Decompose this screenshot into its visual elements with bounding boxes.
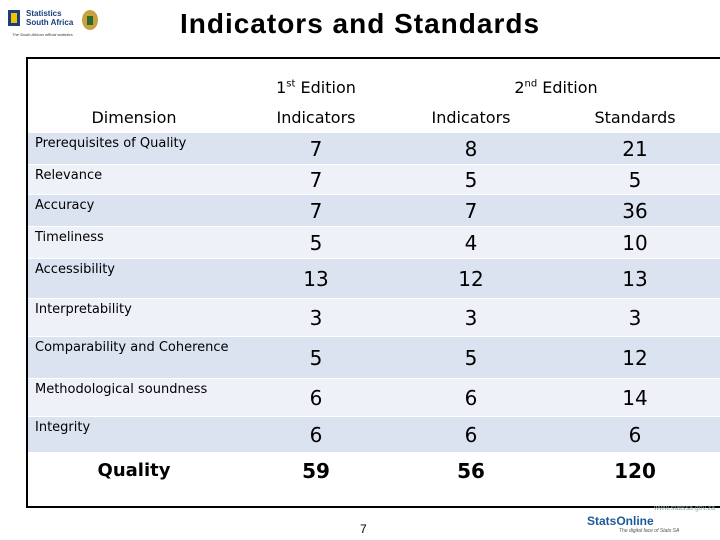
ed2-indicators-value: 4: [464, 230, 478, 255]
ed2-standards-header: Standards: [550, 102, 720, 133]
edition2-header: 2nd Edition: [392, 72, 720, 103]
ed2-indicators-value: 12: [458, 266, 484, 291]
table-frame: [26, 57, 720, 508]
ed2-standards-value: 5: [628, 167, 642, 192]
dimension-name: Prerequisites of Quality: [35, 136, 187, 151]
dimension-name: Accuracy: [35, 198, 95, 213]
logo-wordmark: Statistics South Africa: [26, 9, 74, 27]
ed1-indicators-value: 7: [309, 136, 323, 161]
ed2-standards-value: 14: [622, 385, 648, 410]
table-row: Timeliness 5 4 10: [28, 226, 720, 259]
table-row: Prerequisites of Quality 7 8 21: [28, 132, 720, 165]
ed1-indicators-value: 6: [309, 385, 323, 410]
ed2-indicators-header: Indicators: [392, 102, 550, 133]
table-row: Integrity 6 6 6: [28, 416, 720, 453]
logo-tagline: The South African official statistics: [12, 32, 73, 37]
page-title: Indicators and Standards: [179, 8, 541, 39]
dimension-name: Relevance: [35, 168, 103, 183]
total-ed2-standards: 120: [550, 452, 720, 489]
ed2-indicators-value: 6: [464, 422, 478, 447]
ed1-indicators-value: 7: [309, 167, 323, 192]
ed1-indicators-header: Indicators: [240, 102, 392, 133]
ed1-indicators-value: 7: [309, 198, 323, 223]
ed2-standards-value: 13: [622, 266, 648, 291]
dimension-name: Accessibility: [35, 262, 115, 277]
total-ed2-indicators: 56: [392, 452, 550, 489]
ed2-indicators-value: 5: [464, 345, 478, 370]
table-row: Relevance 7 5 5: [28, 164, 720, 195]
total-ed1-indicators: 59: [240, 452, 392, 489]
table-row: Methodological soundness 6 6 14: [28, 378, 720, 417]
ed1-indicators-value: 6: [309, 422, 323, 447]
total-row: Quality 59 56 120: [28, 452, 720, 489]
dimension-name: Integrity: [35, 420, 91, 435]
total-label: Quality: [28, 452, 240, 489]
dimension-name: Comparability and Coherence: [35, 340, 229, 355]
ed1-indicators-value: 5: [309, 345, 323, 370]
ed2-indicators-value: 3: [464, 305, 478, 330]
indicators-table: 1st Edition 2nd Edition Dimension Indica…: [28, 72, 720, 489]
dimension-header: Dimension: [28, 102, 240, 133]
coat-of-arms-icon: [82, 10, 98, 30]
statssa-logo: Statistics South Africa The South Africa…: [6, 6, 106, 48]
ed2-standards-value: 36: [622, 198, 648, 223]
ed1-indicators-value: 13: [303, 266, 329, 291]
ed2-indicators-value: 8: [464, 136, 478, 161]
ed2-indicators-value: 7: [464, 198, 478, 223]
statssa-emblem-icon: [8, 10, 20, 26]
ed2-indicators-value: 6: [464, 385, 478, 410]
dimension-name: Methodological soundness: [35, 382, 208, 397]
table-row: Interpretability 3 3 3: [28, 298, 720, 337]
footer-tagline: The digital face of Stats SA: [619, 528, 680, 534]
footer-brand: StatsOnline: [587, 514, 654, 528]
table-row: Accessibility 13 12 13: [28, 258, 720, 299]
dimension-name: Timeliness: [35, 230, 104, 245]
ed1-indicators-value: 3: [309, 305, 323, 330]
ed1-indicators-value: 5: [309, 230, 323, 255]
ed2-standards-value: 10: [622, 230, 648, 255]
table-row: Accuracy 7 7 36: [28, 194, 720, 227]
statsonline-logo: www.statssa.gov.za StatsOnline The digit…: [585, 505, 715, 535]
ed2-standards-value: 3: [628, 305, 642, 330]
ed2-standards-value: 12: [622, 345, 648, 370]
edition1-header: 1st Edition: [240, 72, 392, 103]
footer-url: www.statssa.gov.za: [654, 505, 715, 512]
table-row: Comparability and Coherence 5 5 12: [28, 336, 720, 379]
ed2-indicators-value: 5: [464, 167, 478, 192]
ed2-standards-value: 21: [622, 136, 648, 161]
page-number: 7: [360, 522, 367, 536]
ed2-standards-value: 6: [628, 422, 642, 447]
dimension-name: Interpretability: [35, 302, 132, 317]
